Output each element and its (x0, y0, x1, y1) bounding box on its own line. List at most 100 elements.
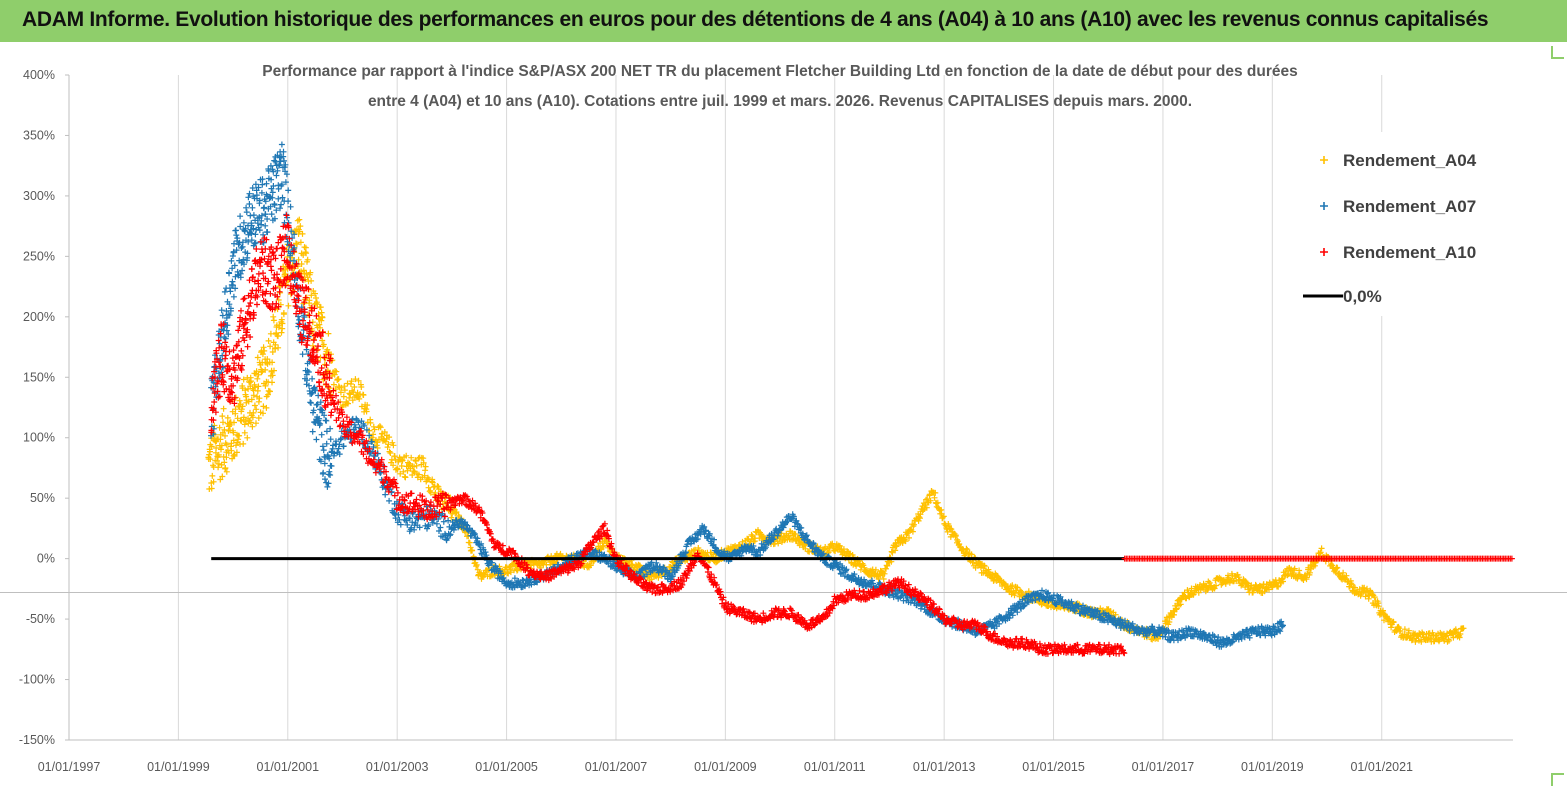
data-point (968, 551, 975, 558)
data-point (300, 267, 307, 274)
data-point (355, 377, 362, 384)
data-point (262, 382, 269, 389)
data-point (413, 462, 420, 469)
data-point (969, 559, 976, 566)
data-point (324, 346, 331, 353)
data-point (219, 413, 226, 420)
data-point (963, 545, 970, 552)
data-point (881, 570, 888, 577)
data-point (916, 514, 923, 520)
data-point (628, 561, 635, 568)
data-point (207, 456, 214, 463)
data-point (466, 539, 473, 546)
data-point (239, 403, 246, 410)
data-point (216, 424, 223, 431)
data-point (240, 414, 247, 421)
data-point (952, 532, 959, 539)
data-point (386, 434, 393, 441)
data-point (394, 466, 401, 473)
data-point (224, 414, 231, 421)
data-point (248, 378, 254, 385)
data-point (278, 329, 285, 336)
data-point (269, 359, 276, 366)
data-point (247, 419, 254, 426)
data-point (250, 409, 257, 416)
data-point (228, 447, 235, 454)
data-point (448, 514, 455, 521)
data-point (215, 451, 222, 458)
data-point (340, 402, 347, 409)
data-point (940, 513, 947, 520)
data-point (341, 387, 348, 394)
data-point (303, 250, 310, 257)
data-point (364, 402, 371, 409)
data-point (267, 343, 274, 350)
data-point (408, 454, 415, 461)
data-point (240, 376, 247, 383)
data-point (883, 565, 889, 572)
data-point (411, 463, 417, 470)
data-point (256, 395, 263, 402)
data-point (400, 468, 407, 475)
data-point (385, 441, 392, 448)
data-point (509, 563, 516, 570)
data-point (261, 347, 268, 354)
data-point (230, 437, 237, 444)
data-point (255, 383, 262, 390)
data-point (377, 424, 384, 431)
data-point (350, 389, 357, 396)
data-point (215, 464, 222, 471)
data-point (222, 465, 229, 471)
data-point (330, 381, 337, 388)
data-point (213, 445, 220, 451)
data-point (397, 470, 404, 477)
data-point (507, 569, 514, 576)
data-point (219, 473, 226, 480)
data-point (370, 431, 377, 438)
data-point (222, 432, 228, 439)
data-point (269, 379, 275, 386)
data-point (872, 566, 879, 573)
data-point (888, 548, 895, 555)
data-point (954, 538, 961, 545)
data-point (223, 468, 230, 475)
data-point (403, 452, 410, 459)
data-point (220, 419, 226, 426)
data-point (374, 445, 381, 451)
data-point (242, 387, 249, 394)
data-point (415, 471, 422, 478)
data-point (221, 459, 228, 466)
data-point (399, 457, 406, 464)
data-point (223, 441, 230, 448)
data-point (923, 504, 930, 511)
data-point (587, 562, 594, 569)
data-point (220, 405, 227, 412)
page-title: ADAM Informe. Evolution historique des p… (22, 8, 1489, 31)
data-point (275, 297, 282, 303)
data-point (267, 388, 273, 395)
data-point (469, 547, 476, 554)
data-point (209, 472, 216, 479)
data-point (892, 547, 899, 554)
data-point (320, 341, 327, 348)
data-point (358, 384, 365, 390)
data-point (270, 313, 277, 320)
data-point (390, 442, 397, 449)
data-point (345, 400, 351, 407)
data-point (325, 330, 332, 337)
data-point (985, 566, 992, 573)
data-point (302, 249, 309, 256)
data-point (792, 531, 799, 538)
data-point (739, 538, 746, 545)
data-point (253, 406, 260, 413)
data-point (241, 421, 248, 428)
data-point (312, 290, 318, 297)
data-point (655, 574, 662, 581)
data-point (909, 528, 916, 535)
data-point (236, 397, 243, 404)
data-point (263, 404, 270, 411)
data-point (1173, 606, 1180, 613)
data-point (265, 391, 271, 398)
data-point (279, 325, 286, 332)
data-point (254, 354, 261, 361)
